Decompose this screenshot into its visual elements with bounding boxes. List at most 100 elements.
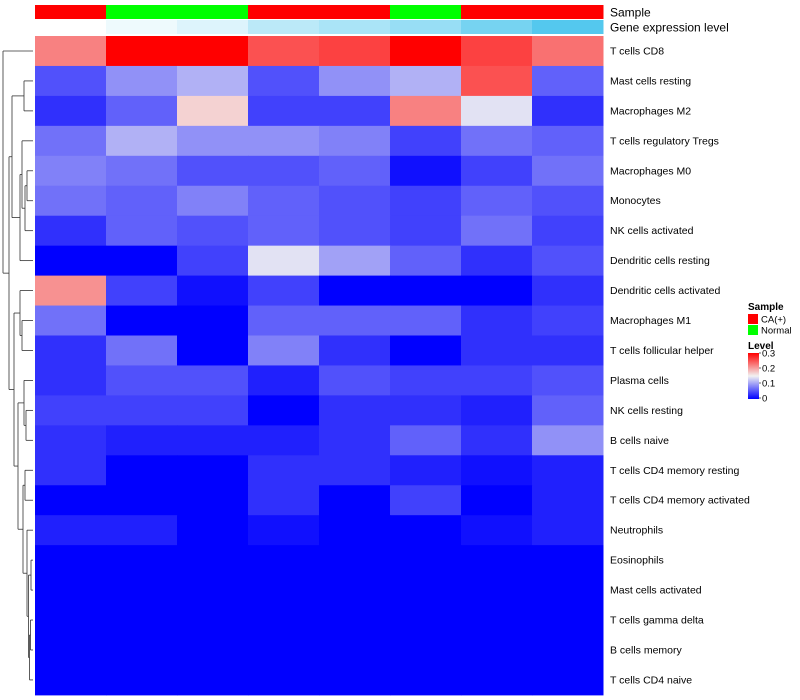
heatmap-cell [319, 65, 391, 97]
heatmap-cell [106, 155, 178, 187]
expression-annotation-cell [106, 20, 178, 34]
sample-annotation-cell [35, 5, 107, 19]
heatmap-cell [248, 455, 320, 486]
row-label: Macrophages M2 [610, 105, 691, 117]
level-tick-label: 0.1 [762, 379, 775, 390]
heatmap-cell [461, 455, 533, 486]
heatmap-cell [35, 185, 107, 217]
heatmap-cell [532, 245, 604, 277]
heatmap-cell [106, 185, 178, 217]
row-label: Mast cells activated [610, 585, 702, 597]
heatmap-cell [248, 515, 320, 546]
heatmap-cell [35, 365, 107, 396]
heatmap-cell [35, 215, 107, 247]
heatmap-cell [390, 305, 462, 336]
heatmap-cell [106, 395, 178, 426]
heatmap-cell [319, 635, 391, 666]
row-label: T cells CD4 naive [610, 674, 692, 686]
row-label: Neutrophils [610, 525, 663, 537]
heatmap-cell [319, 95, 391, 127]
heatmap-cell [106, 425, 178, 456]
heatmap-cell [106, 305, 178, 336]
heatmap-cell [390, 365, 462, 396]
heatmap-cell [248, 215, 320, 247]
heatmap-cell [177, 425, 249, 456]
heatmap-cell [532, 635, 604, 666]
heatmap-cell [532, 605, 604, 636]
heatmap-cell [461, 425, 533, 456]
heatmap-cell [106, 36, 178, 67]
heatmap-cell [106, 65, 178, 97]
row-label: T cells CD8 [610, 45, 664, 57]
heatmap-cell [319, 395, 391, 426]
row-labels: T cells CD8 Mast cells resting Macrophages… [610, 45, 750, 686]
sample-legend-label: Normal [761, 326, 792, 337]
heatmap-cell [532, 95, 604, 127]
heatmap-cell [319, 425, 391, 456]
row-label: Mast cells resting [610, 75, 691, 87]
heatmap-cell [532, 125, 604, 157]
heatmap-cell [461, 245, 533, 277]
heatmap-cell [177, 545, 249, 576]
heatmap-cell [532, 545, 604, 576]
expression-track-label: Gene expression level [610, 21, 729, 35]
row-label: T cells CD4 memory activated [610, 495, 750, 507]
heatmap-cell [532, 65, 604, 97]
heatmap-cell [35, 425, 107, 456]
heatmap-cell [106, 245, 178, 277]
heatmap-cell [461, 155, 533, 187]
heatmap-cell [461, 635, 533, 666]
heatmap-cell [319, 545, 391, 576]
heatmap-cell [461, 395, 533, 426]
level-legend-title: Level [748, 341, 774, 352]
heatmap-cell [35, 605, 107, 636]
sample-legend-title: Sample [748, 302, 784, 313]
heatmap-cell [532, 275, 604, 307]
row-label: T cells CD4 memory resting [610, 465, 739, 477]
heatmap-cell [319, 365, 391, 396]
heatmap-cell [461, 275, 533, 307]
heatmap-cell [390, 664, 462, 696]
heatmap-cell [35, 575, 107, 606]
heatmap-cell [248, 395, 320, 426]
row-label: Macrophages M0 [610, 165, 691, 177]
heatmap-cell [248, 125, 320, 157]
heatmap-cell [532, 335, 604, 366]
heatmap-cell [532, 455, 604, 486]
heatmap-cell [532, 365, 604, 396]
heatmap-cell [532, 575, 604, 606]
heatmap-cell [319, 125, 391, 157]
row-label: T cells follicular helper [610, 345, 714, 357]
heatmap-cell [390, 545, 462, 576]
heatmap-cell [319, 515, 391, 546]
heatmap-cell [35, 515, 107, 546]
heatmap-cell [461, 95, 533, 127]
heatmap-cell [532, 664, 604, 696]
heatmap-cell [319, 664, 391, 696]
sample-legend-label: CA(+) [761, 315, 786, 326]
heatmap-cell [177, 215, 249, 247]
heatmap-cell [461, 305, 533, 336]
heatmap-cell [390, 65, 462, 97]
heatmap-cell [390, 425, 462, 456]
level-tick-label: 0 [762, 394, 767, 405]
heatmap-cell [106, 215, 178, 247]
heatmap-cell [35, 545, 107, 576]
heatmap-cell [461, 575, 533, 606]
heatmap-cell [461, 215, 533, 247]
heatmap-cell [106, 335, 178, 366]
heatmap-cell [461, 65, 533, 97]
heatmap-cells [35, 36, 604, 696]
heatmap-cell [35, 275, 107, 307]
row-label: B cells memory [610, 644, 683, 656]
heatmap-cell [106, 605, 178, 636]
row-label: Dendritic cells activated [610, 285, 720, 297]
heatmap-cell [106, 125, 178, 157]
heatmap-cell [390, 215, 462, 247]
heatmap-cell [390, 125, 462, 157]
heatmap-cell [35, 485, 107, 516]
heatmap-cell [177, 275, 249, 307]
heatmap-cell [248, 155, 320, 187]
